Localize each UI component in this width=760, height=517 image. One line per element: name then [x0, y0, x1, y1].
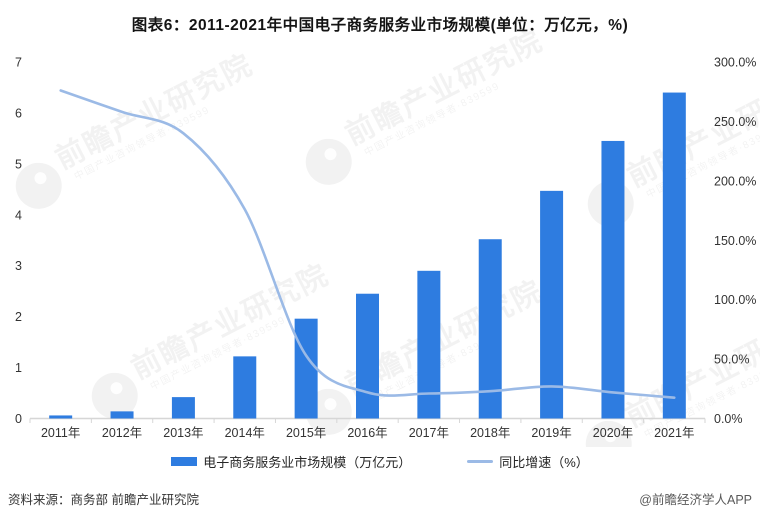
bar-2018年	[478, 239, 502, 419]
legend-item-line: 同比增速（%）	[467, 452, 589, 471]
x-axis-label: 2014年	[225, 426, 265, 440]
x-axis-label: 2017年	[409, 426, 449, 440]
y-axis-left-tick-label: 6	[15, 106, 22, 120]
y-axis-left-tick-label: 3	[15, 259, 22, 273]
line-series-swatch	[467, 459, 494, 463]
watermark-logo-icon	[305, 138, 352, 185]
y-axis-left-tick-label: 5	[15, 157, 22, 171]
x-axis-label: 2020年	[593, 426, 633, 440]
chart-title: 图表6：2011-2021年中国电子商务服务业市场规模(单位：万亿元，%)	[131, 17, 629, 34]
credit-note: @前瞻经济学人APP	[639, 493, 752, 507]
x-axis-label: 2013年	[163, 426, 203, 440]
watermark-logo-icon	[15, 162, 62, 209]
y-axis-left-tick-label: 7	[15, 56, 22, 70]
x-axis-label: 2016年	[347, 426, 387, 440]
bar-2013年	[171, 397, 195, 419]
bar-2020年	[601, 140, 625, 419]
bar-2017年	[417, 270, 441, 419]
y-axis-right-tick-label: 50.0%	[714, 353, 749, 367]
bar-2019年	[540, 190, 564, 419]
growth-rate-line	[59, 89, 676, 399]
watermark-logo-icon	[585, 420, 632, 447]
y-axis-right-tick-label: 250.0%	[714, 115, 756, 129]
x-axis-label: 2018年	[470, 426, 510, 440]
y-axis-left-tick-label: 2	[15, 310, 22, 324]
y-axis-left-tick-label: 0	[15, 412, 22, 426]
legend-line-label: 同比增速（%）	[499, 454, 589, 470]
x-axis-label: 2011年	[41, 426, 80, 440]
y-axis-right-tick-label: 300.0%	[714, 56, 756, 70]
bar-2016年	[356, 293, 379, 419]
legend: 电子商务服务业市场规模（万亿元） 同比增速（%）	[0, 450, 760, 472]
y-axis-right-tick-label: 100.0%	[714, 293, 756, 307]
bar-2015年	[294, 318, 318, 419]
source-note: 资料来源：商务部 前瞻产业研究院	[8, 493, 199, 507]
y-axis-right-tick-label: 0.0%	[714, 412, 743, 426]
watermark-text: 前瞻产业研究院	[50, 47, 259, 176]
legend-bar-label: 电子商务服务业市场规模（万亿元）	[203, 454, 412, 470]
watermark-text: 前瞻产业研究院	[340, 23, 549, 152]
bar-2021年	[662, 92, 686, 419]
bar-2011年	[49, 415, 73, 419]
x-axis-label: 2015年	[286, 426, 326, 440]
bar-2012年	[110, 411, 134, 419]
x-axis-label: 2021年	[654, 426, 694, 440]
y-axis-left-tick-label: 1	[15, 361, 22, 375]
x-axis-label: 2019年	[531, 426, 571, 440]
y-axis-left-tick-label: 4	[15, 208, 22, 222]
bar-2014年	[233, 356, 257, 419]
x-axis-label: 2012年	[102, 426, 142, 440]
y-axis-right-tick-label: 150.0%	[714, 234, 756, 248]
watermark-logo-icon	[91, 372, 138, 419]
legend-item-bar: 电子商务服务业市场规模（万亿元）	[171, 452, 411, 471]
y-axis-right-tick-label: 200.0%	[714, 174, 756, 188]
footer: 资料来源：商务部 前瞻产业研究院 @前瞻经济学人APP	[8, 489, 752, 508]
bar-series-swatch	[171, 456, 198, 466]
